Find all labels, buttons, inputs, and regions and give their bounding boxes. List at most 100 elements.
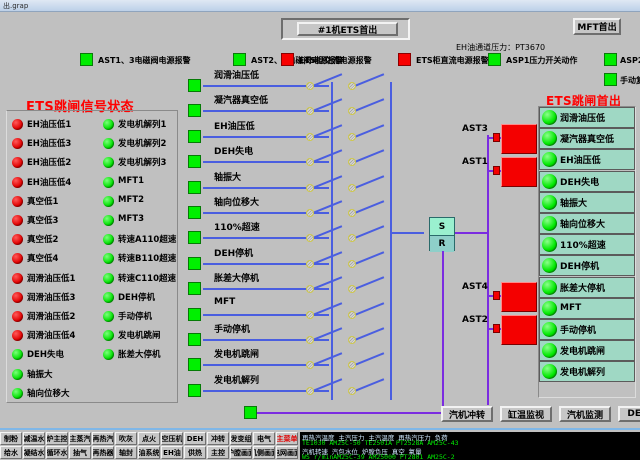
signal-led-10[interactable] (12, 291, 23, 303)
toolbar-button[interactable]: 减温水 (23, 432, 45, 445)
toolbar-button[interactable]: EH油 (161, 446, 183, 459)
asp1-pressure-switch-indicator[interactable] (488, 53, 501, 66)
first-out-row[interactable]: 轴向位移大 (539, 213, 635, 234)
ladder-input-indicator[interactable] (188, 256, 201, 270)
ladder-input-indicator[interactable] (188, 358, 201, 372)
signal-led-9[interactable] (103, 272, 114, 284)
toolbar-button[interactable]: 再热汽 (92, 432, 114, 445)
first-out-row[interactable]: 发电机解列 (539, 361, 635, 383)
ast1-3-solenoid-power-alarm-indicator[interactable] (80, 53, 93, 66)
signal-led-3[interactable] (103, 157, 114, 169)
ladder-input-indicator[interactable] (188, 383, 201, 397)
signal-led-2[interactable] (103, 138, 114, 150)
nav-button-3[interactable]: 汽机监测 (559, 406, 611, 422)
signal-led-8[interactable] (12, 253, 23, 265)
ladder-contact-node[interactable] (348, 234, 356, 243)
reset-feedback-indicator[interactable] (244, 406, 257, 419)
signal-led-4[interactable] (12, 176, 23, 188)
first-out-row[interactable]: DEH失电 (539, 170, 635, 192)
signal-led-15[interactable] (12, 387, 23, 399)
ladder-contact-node[interactable] (348, 285, 356, 294)
ladder-contact-node[interactable] (306, 158, 314, 167)
first-out-row[interactable]: DEH停机 (539, 255, 635, 277)
toolbar-button[interactable]: 再热器 (92, 446, 114, 459)
ladder-contact-node[interactable] (306, 209, 314, 217)
ast2-4-solenoid-power-alarm-indicator[interactable] (233, 53, 246, 66)
ladder-input-indicator[interactable] (188, 333, 201, 346)
ladder-input-indicator[interactable] (188, 180, 201, 194)
signal-led-5[interactable] (103, 195, 114, 207)
ladder-contact-node[interactable] (348, 361, 356, 370)
toolbar-button[interactable]: 主控 (207, 446, 229, 459)
toolbar-button[interactable]: 循环水 (46, 446, 68, 459)
toolbar-button[interactable]: 吹灰 (115, 432, 137, 445)
signal-led-7[interactable] (103, 234, 114, 246)
ladder-input-indicator[interactable] (188, 104, 201, 118)
first-out-row[interactable]: 凝汽器真空低 (539, 128, 635, 150)
toolbar-button[interactable]: 电网画面 (276, 446, 298, 459)
ladder-contact-node[interactable] (306, 234, 314, 243)
ladder-contact-node[interactable] (348, 183, 356, 192)
first-out-row[interactable]: 手动停机 (539, 319, 635, 340)
ladder-contact-node[interactable] (348, 132, 356, 141)
ast2-solenoid-block[interactable] (501, 315, 537, 345)
ast3-solenoid-block[interactable] (501, 124, 537, 154)
signal-led-13[interactable] (103, 349, 114, 361)
ets-cabinet-dc-power-alarm-indicator[interactable] (398, 53, 411, 66)
ladder-contact-node[interactable] (348, 107, 356, 116)
ladder-contact-node[interactable] (306, 107, 314, 116)
ladder-contact-node[interactable] (306, 183, 314, 192)
signal-led-5[interactable] (12, 195, 23, 207)
toolbar-button[interactable]: 主蒸汽 (69, 432, 91, 445)
ladder-input-indicator[interactable] (188, 307, 201, 321)
toolbar-button[interactable]: 冲转 (207, 432, 229, 445)
ladder-contact-node[interactable] (306, 132, 314, 141)
nav-button-4[interactable]: DEH (618, 406, 640, 422)
toolbar-button[interactable]: 给水 (0, 446, 22, 459)
toolbar-button[interactable]: 点火 (138, 432, 160, 445)
main-ets-first-out-button[interactable]: #1机ETS首出 (297, 22, 398, 36)
signal-led-1[interactable] (103, 119, 114, 130)
signal-led-9[interactable] (12, 272, 23, 284)
ladder-contact-node[interactable] (348, 336, 356, 344)
signal-led-7[interactable] (12, 234, 23, 246)
ladder-contact-node[interactable] (348, 386, 356, 395)
ast1-solenoid-block[interactable] (501, 157, 537, 187)
first-out-row[interactable]: 发电机跳闸 (539, 340, 635, 362)
signal-led-4[interactable] (103, 176, 114, 188)
toolbar-button[interactable]: DEH (184, 432, 206, 445)
signal-led-10[interactable] (103, 291, 114, 303)
toolbar-button[interactable]: 机侧画面 (253, 446, 275, 459)
ladder-input-indicator[interactable] (188, 129, 201, 143)
first-out-row[interactable]: EH油压低 (539, 149, 635, 171)
first-out-row[interactable]: 轴振大 (539, 191, 635, 213)
sr-latch-block[interactable]: S R (429, 217, 455, 252)
ladder-input-indicator[interactable] (188, 206, 201, 219)
signal-led-8[interactable] (103, 253, 114, 265)
ladder-contact-node[interactable] (306, 336, 314, 344)
toolbar-button[interactable]: 炉膛画面 (230, 446, 252, 459)
signal-led-12[interactable] (12, 330, 23, 342)
asp2-pressure-switch-indicator[interactable] (604, 53, 617, 66)
ladder-contact-node[interactable] (348, 82, 356, 90)
signal-led-3[interactable] (12, 157, 23, 169)
mft-first-out-button[interactable]: MFT首出 (573, 18, 621, 35)
ets-cabinet-ac-power-alarm-indicator[interactable] (281, 53, 294, 66)
toolbar-button[interactable]: 凝结水 (23, 446, 45, 459)
ladder-contact-node[interactable] (306, 82, 314, 90)
first-out-row[interactable]: MFT (539, 297, 635, 319)
first-out-row[interactable]: 110%超速 (539, 234, 635, 256)
ladder-contact-node[interactable] (306, 259, 314, 268)
signal-led-13[interactable] (12, 349, 23, 361)
signal-led-12[interactable] (103, 330, 114, 342)
signal-led-2[interactable] (12, 138, 23, 150)
toolbar-button[interactable]: 油系统 (138, 446, 160, 459)
ast4-solenoid-block[interactable] (501, 282, 537, 312)
ladder-contact-node[interactable] (306, 386, 314, 395)
toolbar-button[interactable]: 抽气 (69, 446, 91, 459)
ladder-contact-node[interactable] (348, 310, 356, 319)
toolbar-button[interactable]: 炉主控 (46, 432, 68, 445)
ladder-input-indicator[interactable] (188, 282, 201, 296)
manual-reset-handle-indicator[interactable] (604, 73, 617, 86)
ladder-input-indicator[interactable] (188, 231, 201, 245)
